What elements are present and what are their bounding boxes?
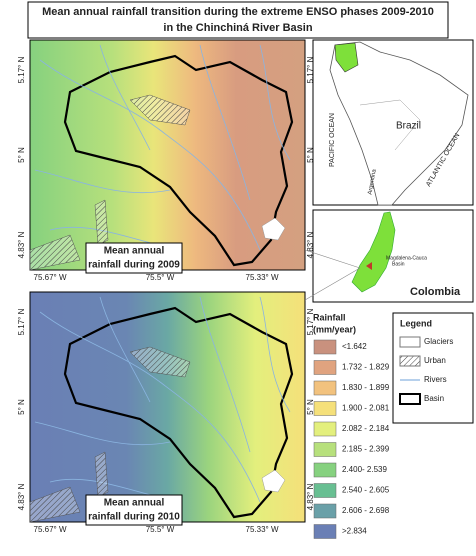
- map-caption: rainfall during 2010: [88, 512, 180, 523]
- legend-label: 2.400- 2.539: [342, 465, 387, 474]
- legend-swatch: [313, 421, 337, 437]
- legend-symbol: [399, 393, 421, 405]
- legend-label: Urban: [424, 356, 446, 365]
- map-caption: Mean annual: [104, 246, 165, 257]
- latitude-label: 5° N: [17, 399, 26, 415]
- inset-colombia: Magdalena-Cauca Basin Colombia: [312, 209, 474, 303]
- legend-symbol: [399, 336, 421, 348]
- legend-swatch: [313, 360, 337, 375]
- longitude-label: 75.67° W: [34, 525, 67, 534]
- legend-label: 1.900 - 2.081: [342, 404, 390, 413]
- legend: Legend Glaciers Urban Rivers Basin: [392, 312, 474, 424]
- legend-label: 2.185 - 2.399: [342, 445, 390, 454]
- longitude-label: 75.33° W: [246, 273, 279, 282]
- legend-swatch: [313, 503, 337, 519]
- legend-swatch: [313, 462, 337, 478]
- longitude-label: 75.5° W: [146, 525, 175, 534]
- longitude-label: 75.33° W: [246, 525, 279, 534]
- inset-south-america: Brazil PACIFIC OCEAN ATLANTIC OCEAN Arge…: [312, 39, 474, 206]
- latitude-label: 5.17° N: [17, 56, 26, 83]
- legend-swatch: [313, 339, 337, 355]
- map-2009: Mean annual rainfall during 2009: [28, 39, 306, 274]
- legend-title: (mm/year): [313, 324, 356, 334]
- title-box: [27, 1, 449, 39]
- longitude-label: 75.5° W: [146, 273, 175, 282]
- legend-swatch: [313, 442, 337, 457]
- latitude-label: 5° N: [17, 147, 26, 163]
- inset-label: Basin: [392, 261, 405, 267]
- legend-label: 2.540 - 2.605: [342, 486, 390, 495]
- map-caption: rainfall during 2009: [88, 260, 180, 271]
- latitude-label: 5° N: [306, 147, 315, 163]
- legend-label: 1.732 - 1.829: [342, 363, 390, 372]
- inset-label: PACIFIC OCEAN: [329, 113, 336, 167]
- legend-swatch: [313, 380, 337, 396]
- inset-label: Colombia: [410, 286, 461, 298]
- legend-label: <1.642: [342, 342, 367, 351]
- latitude-label: 4.83° N: [17, 483, 26, 510]
- legend-label: Glaciers: [424, 337, 453, 346]
- map-2010: Mean annual rainfall during 2010: [28, 291, 306, 526]
- legend-swatch: [313, 401, 337, 416]
- inset-label: Brazil: [396, 121, 421, 132]
- legend-label: 2.606 - 2.698: [342, 506, 390, 515]
- inset-label: Magdalena-Cauca: [386, 255, 427, 261]
- legend-title: Rainfall: [313, 312, 346, 322]
- legend-label: 1.830 - 1.899: [342, 383, 390, 392]
- latitude-label: 4.83° N: [17, 231, 26, 258]
- coordinates: 5.17° N 5.17° N 5° N 5° N 4.83° N 4.83° N 75.6…: [17, 56, 315, 534]
- legend-symbol: [399, 355, 421, 367]
- title-line: in the Chinchiná River Basin: [163, 22, 312, 34]
- legend-title: Legend: [400, 318, 432, 328]
- latitude-label: 5° N: [306, 399, 315, 415]
- inset-label: Argentina: [367, 168, 377, 195]
- legend-label: Basin: [424, 394, 444, 403]
- map-caption: Mean annual: [104, 498, 165, 509]
- latitude-label: 5.17° N: [17, 308, 26, 335]
- latitude-label: 5.17° N: [306, 56, 315, 83]
- legend-label: 2.082 - 2.184: [342, 424, 390, 433]
- longitude-label: 75.67° W: [34, 273, 67, 282]
- legend-swatch: [313, 483, 337, 498]
- legend-label: >2.834: [342, 527, 367, 536]
- rainfall-legend: Rainfall (mm/year) <1.642 1.732 - 1.829 1.…: [313, 312, 390, 539]
- latitude-label: 4.83° N: [306, 483, 315, 510]
- latitude-label: 4.83° N: [306, 231, 315, 258]
- title-line: Mean annual rainfall transition during t…: [42, 6, 434, 18]
- latitude-label: 5.17° N: [306, 308, 315, 335]
- legend-swatch: [313, 524, 337, 539]
- legend-label: Rivers: [424, 375, 447, 384]
